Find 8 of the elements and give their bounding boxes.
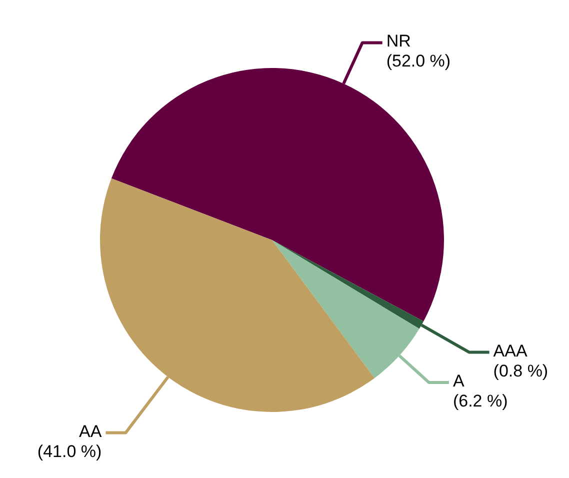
slice-label: AAA (493, 341, 528, 360)
slice-label: NR (386, 32, 411, 51)
data-label: (6.2 %) (452, 392, 508, 411)
slice-label: A (452, 372, 465, 391)
data-label: (41.0 %) (37, 442, 102, 461)
data-label: (52.0 %) (386, 52, 451, 71)
slice-label: AA (79, 422, 102, 441)
data-label: (0.8 %) (493, 361, 548, 380)
